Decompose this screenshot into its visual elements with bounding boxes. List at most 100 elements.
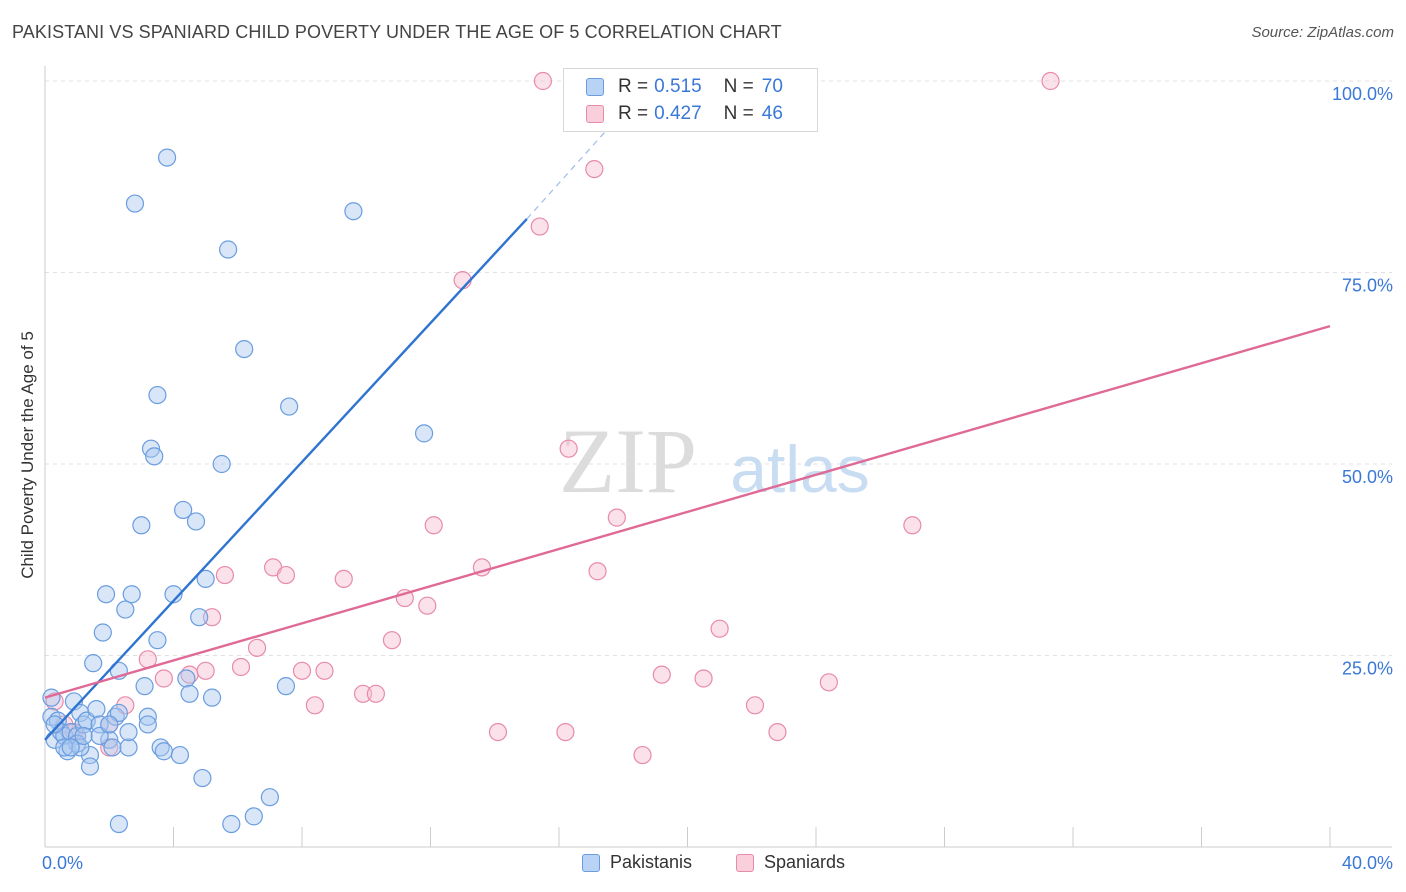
pakistani-point: [138, 715, 157, 734]
pakistani-point: [148, 631, 167, 650]
pakistani-point: [55, 738, 74, 757]
spaniard-point: [745, 696, 765, 715]
pakistani-point: [202, 688, 222, 707]
y-tick-label: 100.0%: [1332, 84, 1393, 104]
axes: [44, 66, 1392, 848]
spaniard-point: [366, 684, 385, 703]
spaniard-point: [652, 665, 671, 684]
spaniard-point: [903, 516, 922, 535]
pakistani-point: [219, 240, 238, 259]
pakistani-point: [132, 516, 151, 535]
spaniard-trend-line: [44, 324, 1331, 699]
pakistani-point: [148, 385, 167, 405]
legend-n-value: 46: [761, 103, 783, 124]
legend-label-pakistanis: Pakistanis: [610, 852, 693, 872]
spaniard-point: [530, 217, 549, 236]
pakistani-point: [119, 722, 138, 742]
pakistani-point: [174, 500, 193, 520]
legend-item-pakistanis: Pakistanis: [582, 852, 692, 873]
legend-r-value: 0.515: [654, 76, 702, 97]
spaniard-point: [588, 562, 607, 581]
watermark: ZIP atlas: [559, 410, 870, 512]
pakistani-point: [212, 454, 231, 474]
legend-row-spaniard: R = 0.427 N = 46: [586, 102, 783, 126]
spaniard-point: [607, 508, 626, 527]
spaniard-point: [710, 619, 729, 638]
spaniard-point: [424, 516, 443, 535]
pakistani-point: [260, 788, 279, 807]
chart-title: PAKISTANI VS SPANIARD CHILD POVERTY UNDE…: [12, 22, 782, 42]
pakistani-trend-extension: [526, 111, 624, 220]
pakistani-point: [135, 677, 154, 696]
spaniard-point: [334, 569, 353, 589]
watermark-zip: ZIP: [559, 410, 697, 512]
spaniard-point: [215, 565, 234, 585]
spaniard-point: [559, 439, 578, 458]
pakistani-point: [190, 608, 209, 627]
pakistani-point: [222, 814, 241, 834]
y-tick-label: 50.0%: [1342, 467, 1393, 487]
spaniard-points: [45, 71, 1060, 765]
source-label: Source: ZipAtlas.com: [1251, 24, 1394, 41]
spaniard-point: [694, 669, 713, 688]
legend-r-label: R =: [618, 76, 649, 97]
spaniard-point: [488, 722, 508, 742]
pakistani-point: [164, 585, 183, 604]
spaniard-point: [418, 596, 437, 615]
pakistani-point: [93, 623, 112, 642]
legend-swatch-pakistani: [586, 78, 604, 96]
trend-lines: [44, 111, 1331, 741]
x-tick-label: 0.0%: [42, 853, 83, 873]
legend-swatch-spaniard: [586, 105, 604, 123]
pakistani-point: [280, 397, 299, 416]
pakistani-point: [186, 512, 206, 531]
pakistani-point: [87, 700, 106, 719]
spaniard-point: [533, 71, 553, 91]
pakistani-point: [125, 194, 145, 213]
spaniard-point: [585, 159, 604, 179]
legend-r-label: R =: [618, 103, 649, 124]
spaniard-point: [202, 608, 222, 627]
spaniard-point: [382, 631, 402, 650]
pakistani-point: [71, 738, 90, 757]
legend-r-value: 0.427: [654, 103, 702, 124]
gridlines: [45, 80, 1392, 656]
spaniard-point: [154, 669, 173, 688]
pakistani-point: [80, 757, 100, 776]
pakistani-point: [157, 148, 177, 167]
x-tick-label: 40.0%: [1342, 853, 1393, 873]
pakistani-point: [96, 585, 116, 604]
y-tick-label: 25.0%: [1342, 659, 1393, 679]
legend-swatch-spaniards: [736, 853, 754, 872]
correlation-legend: R = 0.515 N = 70 R = 0.427 N = 46: [563, 68, 818, 132]
pakistani-point: [116, 600, 135, 619]
pakistani-point: [177, 669, 196, 688]
pakistani-trend-line: [44, 218, 528, 741]
pakistani-point: [109, 814, 128, 834]
pakistani-point: [170, 745, 190, 765]
spaniard-point: [292, 661, 312, 680]
tick-labels: 25.0% 50.0% 75.0% 100.0% 0.0% 40.0%: [42, 84, 1393, 873]
legend-n-label: N =: [723, 103, 754, 124]
pakistani-point: [100, 715, 119, 734]
pakistani-point: [414, 424, 434, 443]
pakistani-point: [244, 807, 263, 826]
legend-n-value: 70: [761, 76, 783, 97]
pakistani-point: [154, 742, 173, 761]
legend-row-pakistani: R = 0.515 N = 70: [586, 75, 783, 99]
pakistani-point: [235, 340, 254, 359]
legend-label-spaniards: Spaniards: [764, 852, 846, 872]
pakistani-point: [276, 677, 296, 696]
pakistani-point: [122, 585, 141, 604]
spaniard-point: [315, 661, 334, 680]
spaniard-point: [1041, 71, 1060, 91]
series-legend: Pakistanis Spaniards: [0, 852, 1406, 876]
pakistani-points: [42, 148, 434, 834]
legend-item-spaniards: Spaniards: [736, 852, 845, 873]
pakistani-point: [138, 707, 157, 726]
pakistani-point: [119, 738, 138, 757]
pakistani-point: [344, 202, 363, 221]
spaniard-point: [819, 673, 838, 692]
pakistani-point: [103, 738, 122, 757]
